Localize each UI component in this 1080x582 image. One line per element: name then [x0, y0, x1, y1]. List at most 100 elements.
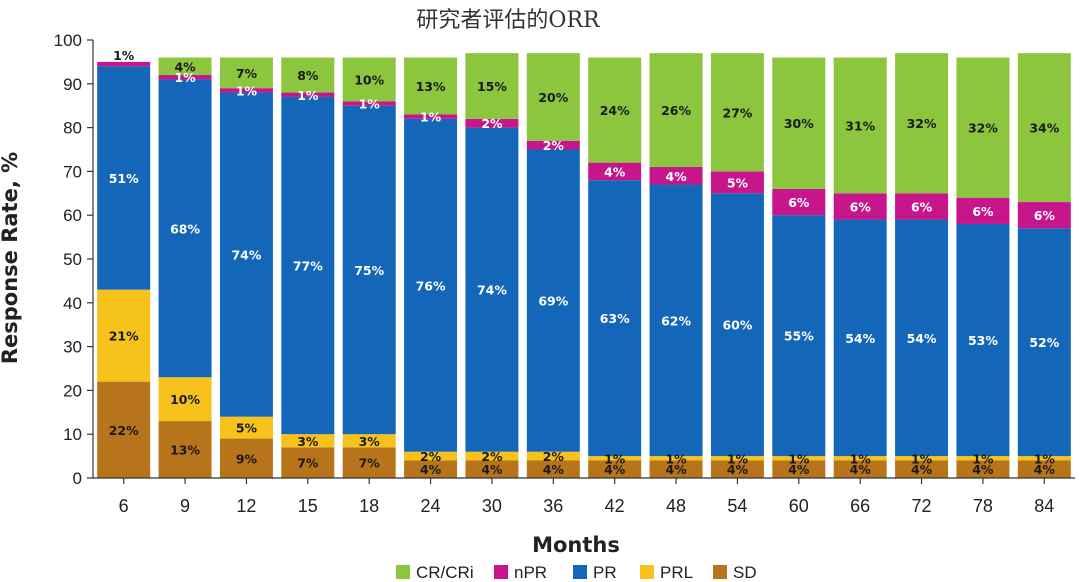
data-label: 2%	[543, 449, 565, 464]
bar-segment-sd	[588, 460, 642, 478]
data-label: 62%	[661, 313, 691, 328]
bar-series-group: 22%21%51%1%13%10%68%1%4%9%5%74%1%7%7%3%7…	[97, 48, 1071, 478]
bar-stack-15	[281, 57, 335, 478]
data-label: 22%	[109, 423, 139, 438]
bar-segment-prl	[833, 456, 887, 461]
x-tick-label: 36	[543, 496, 563, 516]
data-label: 74%	[231, 248, 261, 263]
data-label: 24%	[600, 103, 630, 118]
x-tick-label: 6	[119, 496, 129, 516]
bar-segment-prl	[710, 456, 764, 461]
data-label: 63%	[600, 311, 630, 326]
bar-segment-npr	[465, 118, 519, 128]
data-label: 9%	[236, 451, 258, 466]
bar-segment-sd	[895, 460, 949, 478]
bar-segment-npr	[956, 197, 1010, 224]
data-label: 3%	[359, 434, 381, 449]
x-tick-label: 12	[236, 496, 256, 516]
x-tick-label: 18	[359, 496, 379, 516]
data-label: 2%	[543, 138, 565, 153]
bar-segment-npr	[1017, 202, 1071, 229]
bar-segment-npr	[97, 61, 151, 67]
data-label: 74%	[477, 283, 507, 298]
bar-stack-36	[526, 53, 580, 478]
bar-segment-sd	[281, 447, 335, 478]
data-label: 7%	[236, 66, 258, 81]
bar-segment-prl	[956, 456, 1010, 461]
x-tick-label: 66	[850, 496, 870, 516]
bar-segment-npr	[526, 140, 580, 150]
data-label: 51%	[109, 171, 139, 186]
data-label: 2%	[481, 116, 503, 131]
bar-segment-cr-cri	[219, 57, 273, 89]
bar-segment-pr	[219, 92, 273, 417]
data-label: 1%	[297, 88, 319, 103]
bar-segment-cr-cri	[158, 57, 212, 76]
bar-stack-78	[956, 57, 1010, 478]
y-tick-label: 20	[63, 381, 82, 400]
data-label: 1%	[174, 70, 196, 85]
data-label: 4%	[174, 59, 196, 74]
y-tick-label: 0	[73, 469, 82, 488]
data-label: 27%	[722, 105, 752, 120]
bar-segment-sd	[526, 460, 580, 478]
data-label: 13%	[170, 443, 200, 458]
bar-segment-prl	[97, 289, 151, 382]
bar-segment-prl	[649, 456, 703, 461]
data-label: 54%	[845, 331, 875, 346]
bar-segment-prl	[1017, 456, 1071, 461]
bar-segment-cr-cri	[895, 53, 949, 194]
data-label: 1%	[850, 451, 872, 466]
bar-segment-sd	[97, 381, 151, 478]
bar-stack-84	[1017, 53, 1071, 478]
bar-stack-30	[465, 53, 519, 478]
x-tick-label: 9	[180, 496, 190, 516]
data-label: 4%	[972, 462, 994, 477]
data-label: 1%	[1034, 451, 1056, 466]
y-tick-label: 70	[63, 162, 82, 181]
y-tick-label: 30	[63, 338, 82, 357]
data-label: 6%	[1034, 208, 1056, 223]
bar-segment-prl	[526, 451, 580, 461]
bar-segment-cr-cri	[281, 57, 335, 93]
legend: CR/CRi nPR PR PRL SD	[396, 563, 757, 582]
bar-segment-pr	[465, 127, 519, 452]
bar-segment-sd	[710, 460, 764, 478]
data-label: 2%	[420, 449, 442, 464]
bar-segment-cr-cri	[526, 53, 580, 141]
x-axis-label: Months	[532, 533, 620, 557]
data-label: 4%	[420, 462, 442, 477]
data-label: 2%	[481, 449, 503, 464]
data-label: 1%	[236, 83, 258, 98]
bar-segment-cr-cri	[465, 53, 519, 119]
bar-segment-cr-cri	[710, 53, 764, 172]
legend-label: nPR	[514, 563, 547, 582]
bar-segment-cr-cri	[404, 57, 458, 115]
x-tick-label: 54	[727, 496, 747, 516]
data-label: 52%	[1029, 335, 1059, 350]
x-tick-label: 72	[912, 496, 932, 516]
bar-segment-sd	[404, 460, 458, 478]
data-label: 1%	[911, 451, 933, 466]
y-tick-label: 80	[63, 119, 82, 138]
bar-segment-cr-cri	[649, 53, 703, 168]
data-label: 4%	[788, 462, 810, 477]
data-label: 4%	[604, 164, 626, 179]
data-label: 53%	[968, 333, 998, 348]
data-label: 75%	[354, 263, 384, 278]
data-label: 6%	[788, 195, 810, 210]
data-label: 69%	[538, 294, 568, 309]
data-label: 10%	[354, 72, 384, 87]
bar-segment-prl	[219, 416, 273, 439]
data-label: 4%	[665, 169, 687, 184]
bar-segment-pr	[956, 223, 1010, 457]
bar-segment-npr	[895, 193, 949, 220]
x-tick-label: 30	[482, 496, 502, 516]
data-label: 15%	[477, 79, 507, 94]
bar-stack-42	[588, 57, 642, 478]
data-label: 68%	[170, 221, 200, 236]
data-label: 4%	[481, 462, 503, 477]
bar-segment-cr-cri	[1017, 53, 1071, 203]
data-label: 1%	[665, 451, 687, 466]
bar-segment-npr	[649, 167, 703, 185]
